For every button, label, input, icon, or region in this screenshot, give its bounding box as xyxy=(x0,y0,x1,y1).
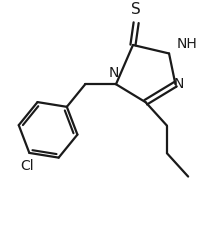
Text: N: N xyxy=(173,77,184,91)
Text: NH: NH xyxy=(177,37,197,51)
Text: S: S xyxy=(131,2,141,17)
Text: N: N xyxy=(109,65,119,80)
Text: Cl: Cl xyxy=(20,159,34,173)
